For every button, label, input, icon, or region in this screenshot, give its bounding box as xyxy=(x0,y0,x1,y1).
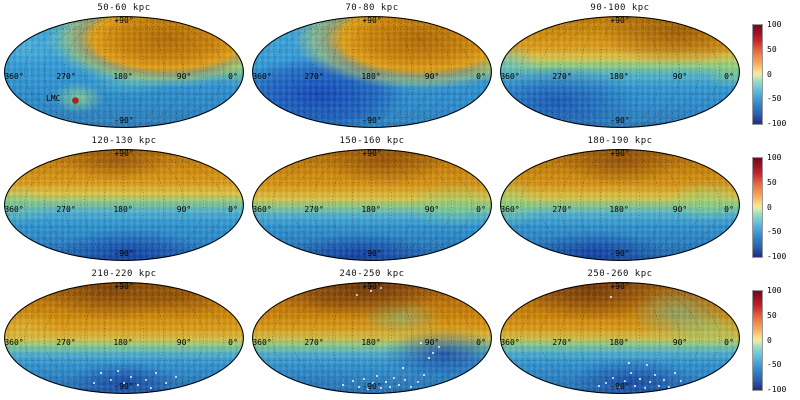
map-panel-180-190-kpc: 180-190 kpc +90° -90° 360° 270° 180 xyxy=(496,133,744,266)
colorbar-tick: 0 xyxy=(767,202,772,212)
sky-map xyxy=(252,149,492,261)
colorbar: 100 50 0 -50 -100 xyxy=(752,154,786,261)
masked-pixels xyxy=(4,282,6,284)
colorbar-tick: -50 xyxy=(767,360,782,370)
panel-title: 90-100 kpc xyxy=(590,3,650,13)
panel-title: 210-220 kpc xyxy=(91,269,157,279)
panel-title: 240-250 kpc xyxy=(339,269,405,279)
colorbar-tick: 50 xyxy=(767,310,777,320)
colorbar-tick: -50 xyxy=(767,227,782,237)
panel-title: 250-260 kpc xyxy=(587,269,653,279)
colorbar-tick: 100 xyxy=(767,286,782,295)
map-panel-70-80-kpc: 70-80 kpc +90° -90° 360° 270° 180° xyxy=(248,0,496,133)
colorbar-column: 100 50 0 -50 -100 xyxy=(744,0,800,133)
map-panel-240-250-kpc: 240-250 kpc +90° -90° 360° 270° 180 xyxy=(248,266,496,399)
sky-map xyxy=(4,149,244,261)
masked-pixels xyxy=(252,282,254,284)
colorbar-tick: 0 xyxy=(767,335,772,345)
masked-pixels xyxy=(500,282,502,284)
panel-title: 120-130 kpc xyxy=(91,136,157,146)
colorbar: 100 50 0 -50 -100 xyxy=(752,287,786,394)
sky-map xyxy=(4,282,244,394)
panel-title: 50-60 kpc xyxy=(97,3,151,13)
colorbar-column: 100 50 0 -50 -100 xyxy=(744,133,800,266)
map-panel-210-220-kpc: 210-220 kpc +90° -90° 360° 270° 180 xyxy=(0,266,248,399)
sky-map xyxy=(4,16,244,128)
map-panel-120-130-kpc: 120-130 kpc +90° -90° 360° 270° 180 xyxy=(0,133,248,266)
colorbar-tick: -100 xyxy=(767,385,787,394)
figure-row-1: 50-60 kpc +90° -90° 360° 270° 180° xyxy=(0,0,800,133)
colorbar: 100 50 0 -50 -100 xyxy=(752,21,786,128)
colorbar-tick: -100 xyxy=(767,252,787,261)
panel-title: 150-160 kpc xyxy=(339,136,405,146)
panel-title: 180-190 kpc xyxy=(587,136,653,146)
map-panel-50-60-kpc: 50-60 kpc +90° -90° 360° 270° 180° xyxy=(0,0,248,133)
map-panel-90-100-kpc: 90-100 kpc +90° -90° 360° 270° 180° xyxy=(496,0,744,133)
sky-map xyxy=(500,282,740,394)
colorbar-tick: 50 xyxy=(767,177,777,187)
figure-row-2: 120-130 kpc +90° -90° 360° 270° 180 xyxy=(0,133,800,266)
map-panel-150-160-kpc: 150-160 kpc +90° -90° 360° 270° 180 xyxy=(248,133,496,266)
colorbar-tick: 0 xyxy=(767,69,772,79)
colorbar-tick: 100 xyxy=(767,153,782,162)
sky-map xyxy=(252,16,492,128)
colorbar-tick: 50 xyxy=(767,44,777,54)
colorbar-tick: -50 xyxy=(767,94,782,104)
map-panel-250-260-kpc: 250-260 kpc +90° -90° 360° 270° 180 xyxy=(496,266,744,399)
sky-map xyxy=(500,16,740,128)
colorbar-tick: -100 xyxy=(767,119,787,128)
colorbar-tick: 100 xyxy=(767,20,782,29)
panel-title: 70-80 kpc xyxy=(345,3,399,13)
sky-map xyxy=(252,282,492,394)
sky-map xyxy=(500,149,740,261)
colorbar-column: 100 50 0 -50 -100 xyxy=(744,266,800,399)
figure-row-3: 210-220 kpc +90° -90° 360° 270° 180 xyxy=(0,266,800,399)
